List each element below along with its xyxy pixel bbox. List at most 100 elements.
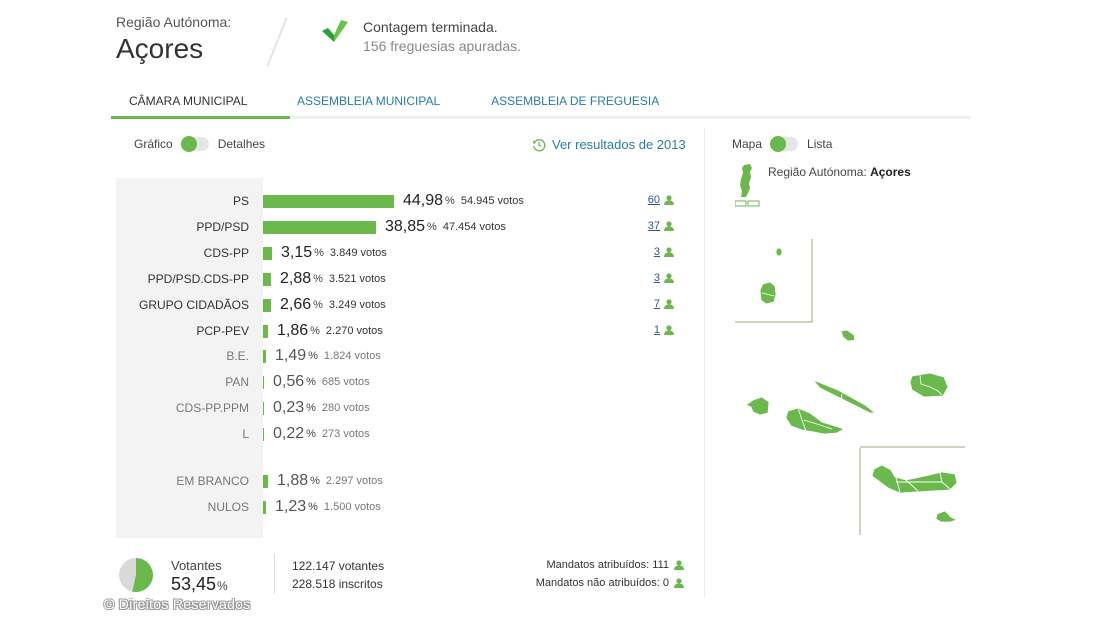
result-votes: 2.297 votos [325,475,383,487]
party-name: NULOS [207,500,249,514]
result-percent: 44,98 [403,192,444,209]
azores-map[interactable] [720,230,980,540]
map-region-label: Região Autónoma: Açores [768,165,911,179]
result-row: CDS-PP 3,15% 3.849 votos 3 [116,242,696,264]
registered-count: 228.518 inscritos [292,577,383,591]
region-label: Região Autónoma: [116,14,232,30]
election-tabs: CÂMARA MUNICIPAL ASSEMBLEIA MUNICIPAL AS… [111,92,971,119]
turnout-label: Votantes [171,558,222,573]
result-percent: 1,49 [275,347,307,364]
result-percent: 0,22 [273,425,305,442]
party-name: EM BRANCO [176,474,249,488]
result-percent: 3,15 [281,244,313,261]
seats-link[interactable]: 1 [653,324,660,336]
person-icon [664,325,674,335]
count-status: Contagem terminada. 156 freguesias apura… [363,19,521,54]
person-icon [674,560,684,570]
party-name: B.E. [226,349,249,363]
check-icon [322,20,348,42]
map-list-toggle: Mapa Lista [732,136,833,152]
party-name: L [242,427,249,441]
result-percent: 1,88 [277,472,309,489]
history-link-label: Ver resultados de 2013 [552,137,686,152]
result-row: PPD/PSD 38,85% 47.454 votos 37 [116,216,696,238]
result-bar [263,375,264,389]
party-name: CDS-PP.PPM [175,401,249,415]
toggle-label-lista: Lista [807,137,833,151]
result-votes: 3.849 votos [329,247,387,259]
result-votes: 1.500 votos [323,501,381,513]
seats-link[interactable]: 60 [647,194,660,206]
result-bar [263,427,264,441]
result-bar [263,500,266,514]
turnout-percent: 53,45% [171,574,228,594]
toggle-label-grafico: Gráfico [134,137,173,151]
result-bar [263,298,271,312]
result-row: B.E. 1,49% 1.824 votos [116,345,696,367]
grafico-detalhes-switch[interactable] [180,136,209,152]
party-name: PPD/PSD.CDS-PP [147,272,249,286]
footer-divider [274,554,275,594]
tab-assembleia-municipal[interactable]: ASSEMBLEIA MUNICIPAL [297,94,441,108]
seats-assigned: Mandatos atribuídos: 111 [546,559,684,571]
result-row: PAN 0,56% 685 votos [116,371,696,393]
region-name: Açores [116,33,204,64]
result-votes: 2.270 votos [325,325,383,337]
party-label-column [116,178,263,538]
mapa-lista-switch[interactable] [770,136,799,152]
person-icon [664,195,674,205]
party-name: PAN [225,375,249,389]
toggle-label-mapa: Mapa [732,137,763,151]
voters-count: 122.147 votantes [292,559,385,573]
result-row-null: NULOS 1,23% 1.500 votos [116,496,696,518]
result-votes: 685 votos [321,376,370,388]
region-header: Região Autónoma: Açores [116,14,231,65]
result-votes: 280 votos [321,402,370,414]
seats-unassigned: Mandatos não atribuídos: 0 [536,577,684,589]
result-votes: 3.521 votos [328,273,386,285]
turnout-pie [119,558,153,592]
history-results-link[interactable]: Ver resultados de 2013 [532,137,686,152]
result-bar [263,401,264,415]
copyright-watermark: © Direitos Reservados [104,596,251,612]
seats-link[interactable]: 3 [653,272,660,284]
result-percent: 38,85 [385,218,426,235]
header-divider [266,17,288,67]
result-bar [263,220,376,234]
person-icon [674,578,684,588]
panel-divider [704,128,705,598]
result-row: PPD/PSD.CDS-PP 2,88% 3.521 votos 3 [116,268,696,290]
result-bar [263,194,394,208]
status-title: Contagem terminada. [363,19,498,35]
result-bar [263,474,268,488]
party-name: CDS-PP [203,246,249,260]
result-percent: 0,56 [273,373,305,390]
tab-camara-municipal[interactable]: CÂMARA MUNICIPAL [111,92,290,119]
tab-assembleia-freguesia[interactable]: ASSEMBLEIA DE FREGUESIA [491,94,660,108]
toggle-label-detalhes: Detalhes [217,137,266,151]
party-name: PPD/PSD [196,220,249,234]
result-row: PS 44,98% 54.945 votos 60 [116,190,696,212]
result-percent: 2,88 [280,270,312,287]
result-votes: 54.945 votos [460,195,524,207]
seats-link[interactable]: 3 [653,246,660,258]
party-name: PCP-PEV [196,324,249,338]
result-row: GRUPO CIDADÃOS 2,66% 3.249 votos 7 [116,294,696,316]
seats-link[interactable]: 37 [647,220,660,232]
party-name: GRUPO CIDADÃOS [138,298,249,312]
result-percent: 0,23 [273,399,305,416]
portugal-minimap-icon[interactable] [735,163,763,209]
result-votes: 1.824 votos [323,350,381,362]
result-row-blank: EM BRANCO 1,88% 2.297 votos [116,470,696,492]
party-name: PS [232,194,249,208]
result-votes: 3.249 votos [328,299,386,311]
seats-link[interactable]: 7 [653,298,660,310]
result-votes: 273 votos [321,428,370,440]
person-icon [664,221,674,231]
result-bar [263,246,272,260]
person-icon [664,273,674,283]
result-bar [263,349,266,363]
result-bar [263,324,268,338]
result-percent: 1,86 [277,322,309,339]
history-icon [532,138,546,151]
